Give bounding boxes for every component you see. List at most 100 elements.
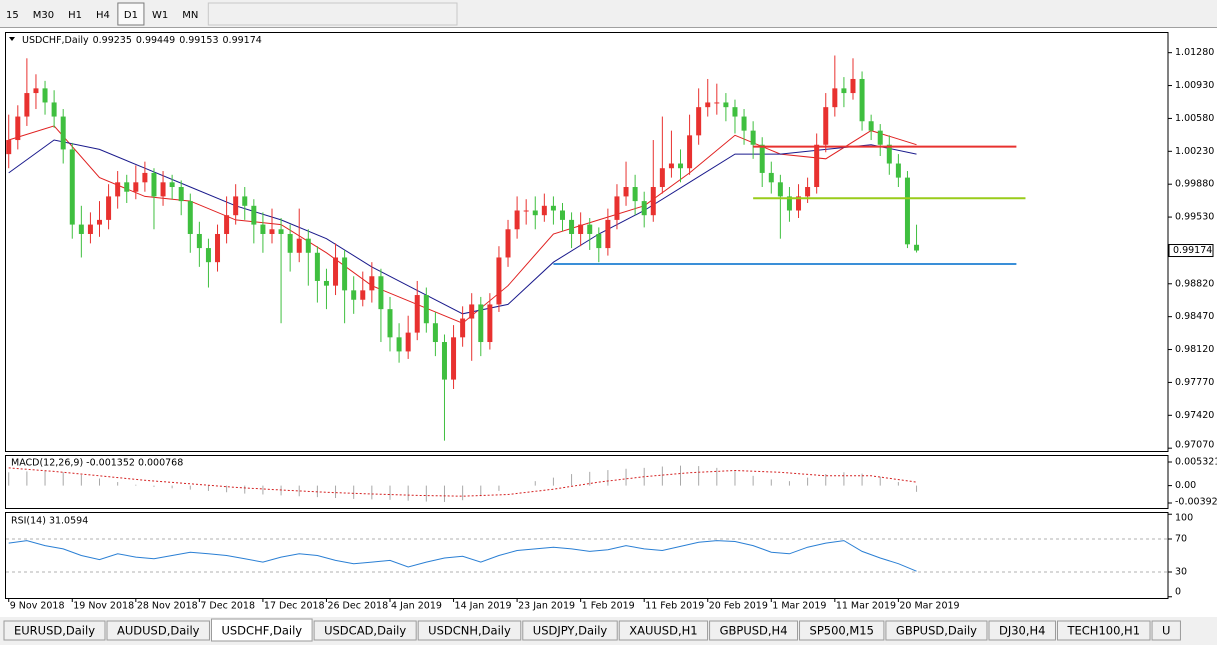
chart-tab[interactable]: GBPUSD,H4: [709, 620, 799, 641]
chart-tab[interactable]: U: [1151, 620, 1181, 641]
rsi-line: [8, 540, 917, 572]
candle-body: [687, 135, 693, 169]
y-tick-label: -0.003922: [1175, 497, 1217, 508]
chart-tab[interactable]: DJ30,H4: [988, 620, 1056, 641]
timeframe-button[interactable]: H1: [62, 3, 88, 25]
candle-body: [333, 257, 339, 286]
button-label: H4: [96, 10, 110, 21]
y-tick-label: 1.00580: [1175, 113, 1214, 124]
candle-body: [850, 78, 856, 94]
candle-body: [351, 290, 357, 300]
x-tick-label: 17 Dec 2018: [264, 601, 325, 612]
candle-body: [296, 238, 302, 253]
candle-body: [741, 116, 747, 131]
candle-body: [487, 304, 493, 343]
tab-frame: [618, 620, 709, 641]
candle-body: [723, 102, 729, 108]
symbol: USDCHF,Daily: [22, 35, 89, 46]
candle-body: [323, 280, 329, 286]
button-frame: [145, 3, 175, 25]
candle-body: [478, 304, 484, 343]
candle-body: [342, 257, 348, 291]
candle-body: [251, 205, 257, 225]
candle-body: [632, 187, 638, 202]
header-arrow: [9, 37, 15, 41]
candle-body: [51, 102, 57, 117]
candle-body: [596, 233, 602, 249]
candle-body: [696, 107, 702, 136]
candle-body: [541, 205, 547, 216]
candle-body: [814, 144, 820, 188]
candle-body: [614, 196, 620, 220]
candle-body: [142, 172, 148, 183]
candle-body: [387, 309, 393, 338]
candle-body: [314, 252, 320, 281]
chart-tab[interactable]: USDCNH,Daily: [417, 620, 522, 641]
candle-body: [369, 276, 375, 291]
chart-tab[interactable]: USDCHF,Daily: [210, 618, 313, 642]
y-tick-label: 30: [1175, 567, 1187, 578]
timeframe-button[interactable]: H4: [89, 3, 116, 25]
candle-body: [233, 196, 239, 216]
candle-body: [60, 116, 66, 150]
candle-body: [886, 144, 892, 164]
y-tick-label: 0.99530: [1175, 212, 1214, 223]
candle-body: [414, 295, 420, 333]
tab-label: TECH100,H1: [1066, 624, 1140, 638]
candle-body: [160, 182, 166, 197]
x-tick-label: 19 Nov 2018: [73, 601, 134, 612]
timeframe-button[interactable]: D1: [117, 2, 145, 26]
chart-tab[interactable]: GBPUSD,Daily: [885, 620, 988, 641]
tab-label: USDCNH,Daily: [428, 624, 511, 638]
tab-label: GBPUSD,Daily: [896, 624, 977, 638]
x-tick-label: 28 Nov 2018: [137, 601, 198, 612]
chart-bg: [0, 28, 1217, 617]
indicator-label: MACD(12,26,9) -0.001352 0.000768: [11, 458, 183, 469]
candle-body: [877, 130, 883, 145]
y-tick-label: 70: [1175, 533, 1187, 544]
y-tick-label: 0.98820: [1175, 278, 1214, 289]
tab-label: USDCHF,Daily: [221, 624, 302, 638]
chart-tab[interactable]: AUDUSD,Daily: [106, 620, 210, 641]
tab-frame: [417, 620, 522, 641]
chart-tab[interactable]: EURUSD,Daily: [3, 620, 106, 641]
x-tick-label: 26 Dec 2018: [327, 601, 388, 612]
timeframe-button[interactable]: M30: [26, 3, 61, 25]
chart-tab[interactable]: TECH100,H1: [1056, 620, 1151, 641]
candle-body: [187, 201, 193, 234]
tab-frame: [885, 620, 988, 641]
tab-label: AUDUSD,Daily: [117, 624, 200, 638]
timeframe-button[interactable]: 15: [0, 3, 25, 25]
x-tick-label: 7 Dec 2018: [200, 601, 255, 612]
chart-tab[interactable]: USDCAD,Daily: [313, 620, 417, 641]
candle-body: [759, 144, 765, 173]
candle-body: [832, 88, 838, 108]
tab-frame: [313, 620, 417, 641]
candle-body: [360, 290, 366, 300]
tab-label: USDCAD,Daily: [324, 624, 406, 638]
candle-body: [705, 102, 711, 108]
tab-frame: [3, 620, 106, 641]
price-marker-label: 0.99174: [1173, 245, 1212, 256]
candle-body: [623, 187, 629, 197]
timeframe-button[interactable]: W1: [145, 3, 175, 25]
candle-body: [269, 229, 275, 234]
candle-body: [396, 337, 402, 352]
chart-tab[interactable]: SP500,M15: [799, 620, 885, 641]
candle-body: [15, 116, 21, 141]
timeframe-button[interactable]: MN: [176, 3, 205, 25]
candle-body: [659, 168, 665, 188]
toolbar-spacer: [207, 2, 458, 26]
tab-frame: [106, 620, 210, 641]
candle-body: [641, 201, 647, 216]
candle-body: [378, 276, 384, 310]
candle-body: [205, 248, 211, 263]
x-tick-label: 20 Mar 2019: [899, 601, 959, 612]
x-tick-label: 11 Feb 2019: [645, 601, 704, 612]
chart-tab[interactable]: USDJPY,Daily: [522, 620, 618, 641]
candle-body: [605, 219, 611, 249]
candle-body: [106, 196, 112, 220]
chart-tab[interactable]: XAUUSD,H1: [618, 620, 709, 641]
y-tick-label: 0.98470: [1175, 311, 1214, 322]
button-frame: [176, 3, 205, 25]
